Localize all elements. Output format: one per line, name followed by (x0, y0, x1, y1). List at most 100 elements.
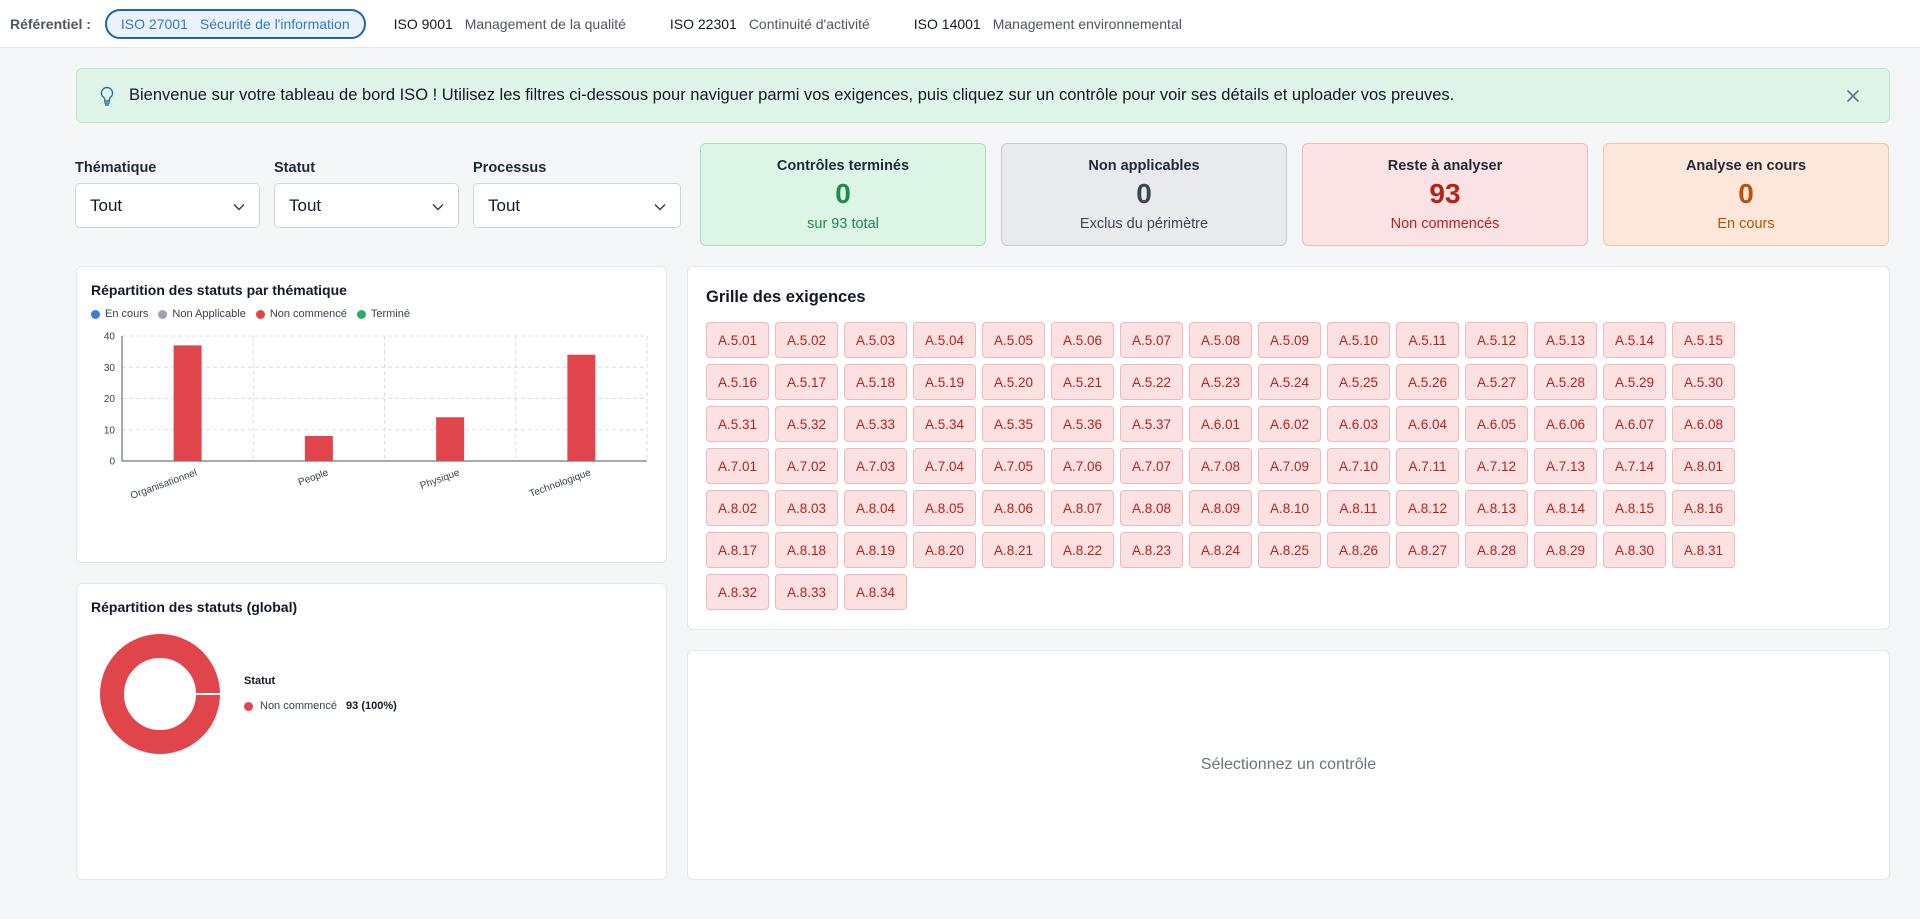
control-chip[interactable]: A.5.15 (1672, 322, 1735, 358)
control-chip[interactable]: A.8.01 (1672, 448, 1735, 484)
control-chip[interactable]: A.5.08 (1189, 322, 1252, 358)
control-chip[interactable]: A.5.03 (844, 322, 907, 358)
control-chip[interactable]: A.6.01 (1189, 406, 1252, 442)
control-chip[interactable]: A.7.01 (706, 448, 769, 484)
legend-item-termine[interactable]: Terminé (356, 308, 410, 320)
control-chip[interactable]: A.8.15 (1603, 490, 1666, 526)
control-chip[interactable]: A.7.06 (1051, 448, 1114, 484)
control-chip[interactable]: A.5.34 (913, 406, 976, 442)
control-chip[interactable]: A.5.23 (1189, 364, 1252, 400)
control-chip[interactable]: A.5.29 (1603, 364, 1666, 400)
control-chip[interactable]: A.5.27 (1465, 364, 1528, 400)
control-chip[interactable]: A.6.04 (1396, 406, 1459, 442)
control-chip[interactable]: A.8.06 (982, 490, 1045, 526)
control-chip[interactable]: A.5.09 (1258, 322, 1321, 358)
control-chip[interactable]: A.6.03 (1327, 406, 1390, 442)
control-chip[interactable]: A.5.37 (1120, 406, 1183, 442)
control-chip[interactable]: A.8.23 (1120, 532, 1183, 568)
control-chip[interactable]: A.5.32 (775, 406, 838, 442)
control-chip[interactable]: A.8.20 (913, 532, 976, 568)
control-chip[interactable]: A.7.10 (1327, 448, 1390, 484)
control-chip[interactable]: A.5.17 (775, 364, 838, 400)
control-chip[interactable]: A.8.19 (844, 532, 907, 568)
control-chip[interactable]: A.8.05 (913, 490, 976, 526)
thematique-select[interactable]: Tout (75, 183, 260, 228)
control-chip[interactable]: A.8.04 (844, 490, 907, 526)
control-chip[interactable]: A.5.01 (706, 322, 769, 358)
control-chip[interactable]: A.8.11 (1327, 490, 1390, 526)
control-chip[interactable]: A.5.28 (1534, 364, 1597, 400)
control-chip[interactable]: A.5.10 (1327, 322, 1390, 358)
control-chip[interactable]: A.5.22 (1120, 364, 1183, 400)
control-chip[interactable]: A.7.14 (1603, 448, 1666, 484)
control-chip[interactable]: A.6.05 (1465, 406, 1528, 442)
control-chip[interactable]: A.8.09 (1189, 490, 1252, 526)
legend-item-en-cours[interactable]: En cours (91, 308, 148, 320)
control-chip[interactable]: A.7.05 (982, 448, 1045, 484)
tab-iso-27001[interactable]: ISO 27001 Sécurité de l'information (104, 8, 366, 39)
control-chip[interactable]: A.5.07 (1120, 322, 1183, 358)
control-chip[interactable]: A.5.31 (706, 406, 769, 442)
control-chip[interactable]: A.8.33 (775, 574, 838, 610)
control-chip[interactable]: A.5.21 (1051, 364, 1114, 400)
control-chip[interactable]: A.7.03 (844, 448, 907, 484)
control-chip[interactable]: A.5.18 (844, 364, 907, 400)
control-chip[interactable]: A.8.13 (1465, 490, 1528, 526)
donut-legend-item[interactable]: Non commencé 93 (100%) (244, 700, 397, 712)
control-chip[interactable]: A.8.28 (1465, 532, 1528, 568)
control-chip[interactable]: A.8.02 (706, 490, 769, 526)
control-chip[interactable]: A.7.04 (913, 448, 976, 484)
control-chip[interactable]: A.7.07 (1120, 448, 1183, 484)
control-chip[interactable]: A.8.32 (706, 574, 769, 610)
control-chip[interactable]: A.8.12 (1396, 490, 1459, 526)
control-chip[interactable]: A.5.20 (982, 364, 1045, 400)
control-chip[interactable]: A.8.34 (844, 574, 907, 610)
tab-iso-22301[interactable]: ISO 22301 Continuité d'activité (654, 9, 886, 39)
tab-iso-9001[interactable]: ISO 9001 Management de la qualité (378, 9, 642, 39)
close-icon[interactable] (1833, 76, 1873, 116)
control-chip[interactable]: A.5.11 (1396, 322, 1459, 358)
control-chip[interactable]: A.8.03 (775, 490, 838, 526)
control-chip[interactable]: A.5.13 (1534, 322, 1597, 358)
control-chip[interactable]: A.5.25 (1327, 364, 1390, 400)
control-chip[interactable]: A.7.08 (1189, 448, 1252, 484)
control-chip[interactable]: A.8.07 (1051, 490, 1114, 526)
control-chip[interactable]: A.5.33 (844, 406, 907, 442)
control-chip[interactable]: A.7.02 (775, 448, 838, 484)
control-chip[interactable]: A.8.18 (775, 532, 838, 568)
control-chip[interactable]: A.5.04 (913, 322, 976, 358)
control-chip[interactable]: A.5.14 (1603, 322, 1666, 358)
control-chip[interactable]: A.6.08 (1672, 406, 1735, 442)
control-chip[interactable]: A.5.12 (1465, 322, 1528, 358)
control-chip[interactable]: A.8.14 (1534, 490, 1597, 526)
control-chip[interactable]: A.8.16 (1672, 490, 1735, 526)
statut-select[interactable]: Tout (274, 183, 459, 228)
control-chip[interactable]: A.8.10 (1258, 490, 1321, 526)
control-chip[interactable]: A.7.12 (1465, 448, 1528, 484)
control-chip[interactable]: A.5.19 (913, 364, 976, 400)
control-chip[interactable]: A.5.16 (706, 364, 769, 400)
control-chip[interactable]: A.8.24 (1189, 532, 1252, 568)
control-chip[interactable]: A.8.17 (706, 532, 769, 568)
control-chip[interactable]: A.7.09 (1258, 448, 1321, 484)
control-chip[interactable]: A.8.08 (1120, 490, 1183, 526)
control-chip[interactable]: A.5.35 (982, 406, 1045, 442)
control-chip[interactable]: A.5.06 (1051, 322, 1114, 358)
control-chip[interactable]: A.8.21 (982, 532, 1045, 568)
tab-iso-14001[interactable]: ISO 14001 Management environnemental (898, 9, 1198, 39)
control-chip[interactable]: A.8.27 (1396, 532, 1459, 568)
control-chip[interactable]: A.8.30 (1603, 532, 1666, 568)
control-chip[interactable]: A.8.22 (1051, 532, 1114, 568)
control-chip[interactable]: A.6.06 (1534, 406, 1597, 442)
control-chip[interactable]: A.5.05 (982, 322, 1045, 358)
legend-item-non-applicable[interactable]: Non Applicable (158, 308, 246, 320)
processus-select[interactable]: Tout (473, 183, 681, 228)
legend-item-non-commence[interactable]: Non commencé (255, 308, 347, 320)
control-chip[interactable]: A.5.02 (775, 322, 838, 358)
control-chip[interactable]: A.5.26 (1396, 364, 1459, 400)
control-chip[interactable]: A.8.26 (1327, 532, 1390, 568)
control-chip[interactable]: A.6.07 (1603, 406, 1666, 442)
control-chip[interactable]: A.5.30 (1672, 364, 1735, 400)
control-chip[interactable]: A.5.24 (1258, 364, 1321, 400)
control-chip[interactable]: A.8.31 (1672, 532, 1735, 568)
